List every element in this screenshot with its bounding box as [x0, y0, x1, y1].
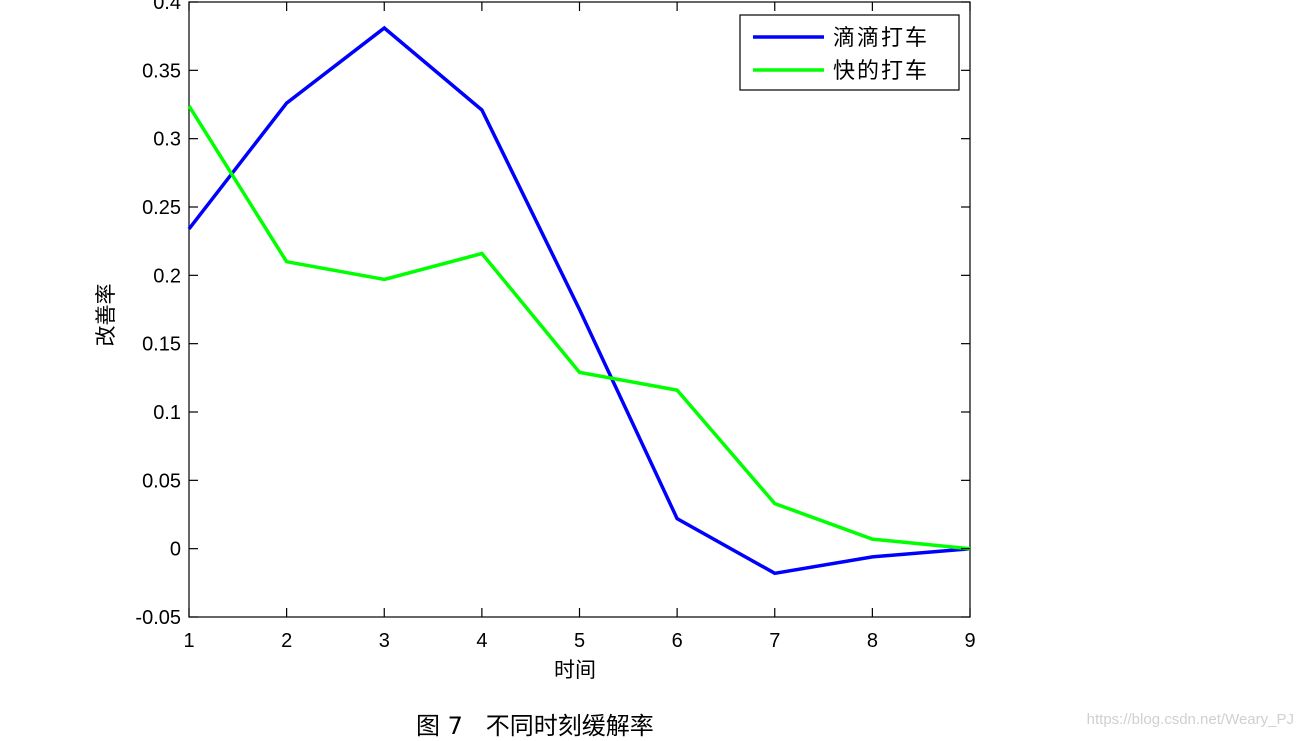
y-tick-label: 0.25 — [142, 197, 181, 219]
y-tick-label: 0 — [170, 539, 181, 561]
x-tick-label: 9 — [964, 630, 975, 652]
x-tick-label: 3 — [379, 630, 390, 652]
y-tick-label: 0.35 — [142, 60, 181, 82]
legend-box — [739, 14, 960, 91]
x-tick-label: 1 — [183, 630, 194, 652]
legend-label-2: 快的打车 — [833, 59, 929, 84]
y-tick-label: -0.05 — [135, 607, 181, 629]
y-tick-label: 0.1 — [153, 402, 181, 424]
x-tick-label: 8 — [867, 630, 878, 652]
x-tick-label: 6 — [672, 630, 683, 652]
ticks-layer: 1 2 3 4 5 6 7 8 9 -0.05 0 0.05 0.1 0.15 0.2 0.25 0.3 0.35… — [135, 0, 975, 652]
y-tick-label: 0.4 — [153, 0, 181, 14]
y-tick-label: 0.15 — [142, 334, 181, 356]
x-tick-label: 4 — [476, 630, 487, 652]
series-line-2 — [187, 104, 971, 551]
series-layer — [187, 25, 971, 576]
y-tick-label: 0.2 — [153, 265, 181, 287]
x-tick-label: 7 — [769, 630, 780, 652]
y-tick-label: 0.3 — [153, 129, 181, 151]
legend-label-1: 滴滴打车 — [833, 26, 929, 51]
figure-caption: 图 7 不同时刻缓解率 — [416, 712, 654, 740]
x-axis-title: 时间 — [554, 658, 596, 682]
x-tick-label: 5 — [574, 630, 585, 652]
series-line-1 — [187, 25, 971, 576]
y-axis-title: 改善率 — [94, 284, 118, 347]
x-tick-label: 2 — [281, 630, 292, 652]
watermark: https://blog.csdn.net/Weary_PJ — [1086, 711, 1294, 728]
y-tick-label: 0.05 — [142, 470, 181, 492]
